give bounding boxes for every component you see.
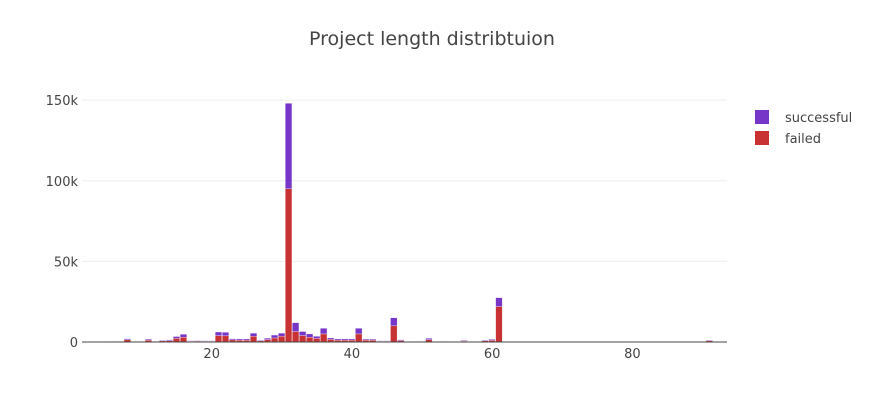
x-tick-label: 80 xyxy=(624,347,641,362)
bar-successful-11[interactable] xyxy=(145,339,152,340)
axes: 0 50k 100k 150k 20 40 60 80 xyxy=(46,94,727,362)
bar-failed-36[interactable] xyxy=(320,334,327,342)
bar-failed-16[interactable] xyxy=(180,337,187,342)
legend[interactable]: successful failed xyxy=(755,110,852,147)
bar-successful-15[interactable] xyxy=(173,337,180,339)
y-tick-label: 100k xyxy=(46,175,79,190)
bar-successful-31[interactable] xyxy=(285,103,292,188)
bar-successful-24[interactable] xyxy=(236,339,243,340)
bar-successful-42[interactable] xyxy=(362,339,369,340)
bar-failed-15[interactable] xyxy=(173,338,180,342)
legend-label-successful[interactable]: successful xyxy=(785,111,852,126)
bar-failed-46[interactable] xyxy=(390,326,397,342)
bar-successful-37[interactable] xyxy=(327,338,334,339)
bar-successful-40[interactable] xyxy=(348,339,355,340)
bar-successful-23[interactable] xyxy=(229,339,236,340)
bar-successful-47[interactable] xyxy=(397,340,404,341)
bar-successful-38[interactable] xyxy=(334,339,341,340)
bar-successful-41[interactable] xyxy=(355,328,362,334)
bar-failed-41[interactable] xyxy=(355,334,362,342)
bar-successful-39[interactable] xyxy=(341,339,348,340)
bar-successful-33[interactable] xyxy=(299,332,306,336)
bar-successful-13[interactable] xyxy=(159,340,166,341)
x-tick-label: 20 xyxy=(203,347,220,362)
y-tick-label: 0 xyxy=(70,336,78,351)
legend-swatch-failed[interactable] xyxy=(755,131,769,145)
bar-failed-21[interactable] xyxy=(215,336,222,342)
bar-successful-29[interactable] xyxy=(271,335,278,338)
bar-successful-25[interactable] xyxy=(243,339,250,340)
bar-successful-22[interactable] xyxy=(222,332,229,336)
bar-failed-31[interactable] xyxy=(285,189,292,342)
bar-successful-51[interactable] xyxy=(426,338,433,339)
bar-successful-28[interactable] xyxy=(264,338,271,339)
x-tick-label: 40 xyxy=(344,347,361,362)
bar-successful-60[interactable] xyxy=(489,339,496,340)
bar-failed-33[interactable] xyxy=(299,336,306,342)
bar-successful-56[interactable] xyxy=(461,340,468,341)
bar-failed-61[interactable] xyxy=(496,307,503,342)
bar-successful-16[interactable] xyxy=(180,334,187,337)
bar-successful-30[interactable] xyxy=(278,333,285,336)
gridlines xyxy=(82,100,727,261)
bar-failed-29[interactable] xyxy=(271,338,278,342)
chart-title: Project length distribtuion xyxy=(309,28,555,50)
bar-successful-8[interactable] xyxy=(124,339,131,340)
legend-swatch-successful[interactable] xyxy=(755,110,769,124)
bar-successful-36[interactable] xyxy=(320,328,327,334)
y-tick-label: 150k xyxy=(46,94,79,109)
bar-successful-14[interactable] xyxy=(166,340,173,341)
legend-label-failed[interactable]: failed xyxy=(785,132,821,147)
x-tick-label: 60 xyxy=(484,347,501,362)
bar-successful-35[interactable] xyxy=(313,336,320,338)
bar-failed-22[interactable] xyxy=(222,336,229,342)
bar-successful-91[interactable] xyxy=(706,340,713,341)
bar-failed-30[interactable] xyxy=(278,336,285,342)
bar-successful-32[interactable] xyxy=(292,323,299,332)
bar-successful-27[interactable] xyxy=(257,340,264,341)
bars xyxy=(82,103,727,342)
bar-successful-46[interactable] xyxy=(390,318,397,326)
bar-failed-26[interactable] xyxy=(250,336,257,342)
bar-successful-43[interactable] xyxy=(369,339,376,340)
bar-successful-59[interactable] xyxy=(482,340,489,341)
bar-failed-32[interactable] xyxy=(292,332,299,342)
bar-successful-26[interactable] xyxy=(250,333,257,336)
bar-successful-21[interactable] xyxy=(215,332,222,336)
bar-successful-61[interactable] xyxy=(496,298,503,307)
bar-failed-34[interactable] xyxy=(306,337,313,342)
y-tick-label: 50k xyxy=(54,255,79,270)
bar-successful-34[interactable] xyxy=(306,334,313,337)
bar-failed-35[interactable] xyxy=(313,338,320,342)
